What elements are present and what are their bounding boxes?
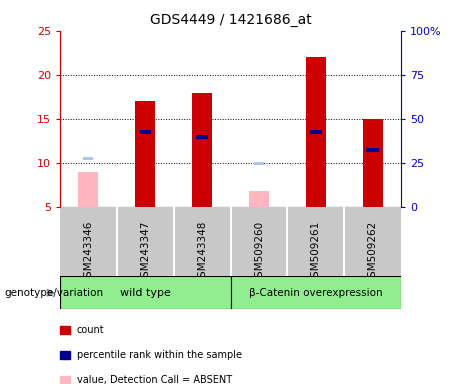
Text: genotype/variation: genotype/variation <box>5 288 104 298</box>
Bar <box>196 135 208 139</box>
Bar <box>60 276 230 309</box>
Bar <box>306 57 326 207</box>
Text: wild type: wild type <box>120 288 171 298</box>
Bar <box>230 276 401 309</box>
Text: percentile rank within the sample: percentile rank within the sample <box>77 350 242 360</box>
Text: value, Detection Call = ABSENT: value, Detection Call = ABSENT <box>77 375 232 384</box>
Bar <box>78 172 98 207</box>
Text: count: count <box>77 325 105 335</box>
Bar <box>139 130 152 134</box>
Bar <box>309 130 322 134</box>
Bar <box>254 162 264 165</box>
Bar <box>83 157 94 161</box>
Text: β-Catenin overexpression: β-Catenin overexpression <box>249 288 383 298</box>
Title: GDS4449 / 1421686_at: GDS4449 / 1421686_at <box>150 13 311 27</box>
Bar <box>366 148 379 152</box>
Bar <box>249 192 269 207</box>
Bar <box>363 119 383 207</box>
Bar <box>192 93 212 207</box>
Bar <box>135 101 155 207</box>
